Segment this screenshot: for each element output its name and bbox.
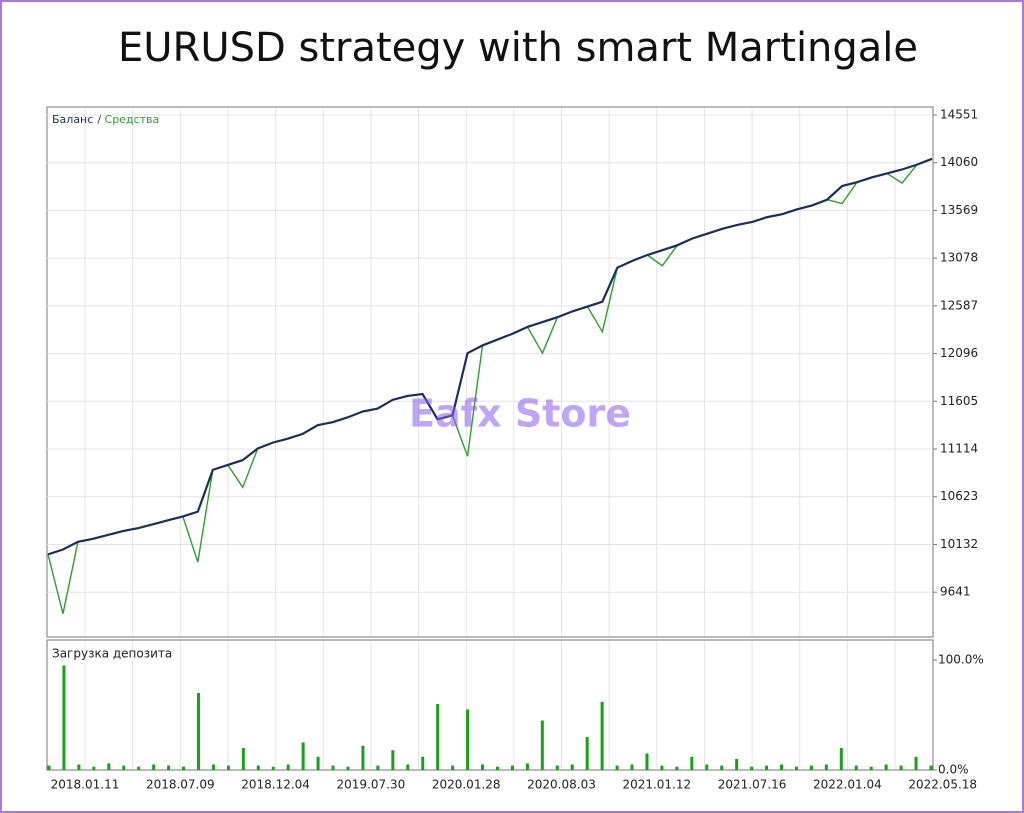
bar [720,765,724,770]
bar [750,766,754,770]
x-tick-label: 2021.01.12 [622,778,691,792]
panel-title: Загрузка депозита [52,647,172,661]
bar [107,763,111,770]
bar [570,764,574,770]
bar [839,748,843,770]
bar [510,765,514,770]
y-tick-label: 11605 [940,394,978,408]
bar [645,753,649,770]
legend: Баланс / Средства [52,113,159,126]
legend-entry: Баланс [52,113,93,126]
bar [765,765,769,770]
watermark: Eafx Store [409,392,631,436]
chart-title: EURUSD strategy with smart Martingale [118,25,918,71]
y-tick-label: 13078 [940,251,978,265]
bar [854,765,858,770]
bar [137,766,141,770]
y-tick-label: 14060 [940,155,978,169]
y-tick-label: 10132 [940,537,978,551]
bar [630,764,634,770]
bar [196,693,200,770]
bar [316,756,320,770]
y-tick-label: 12587 [940,298,978,312]
bar [914,756,918,770]
legend-entry: Средства [105,113,160,126]
bar [929,765,933,770]
y-tick-label: 14551 [940,107,978,121]
bar [301,742,305,770]
bar [600,701,604,770]
bar [62,665,66,770]
bar [182,766,186,770]
bar [884,764,888,770]
load-plot-frame [46,639,934,771]
bar [735,759,739,770]
legend-separator: / [97,113,104,126]
bar [346,766,350,770]
bar [794,766,798,770]
bar [615,765,619,770]
bar [525,763,529,770]
y-tick-label: 13569 [940,203,978,217]
bar [331,765,335,770]
bar [391,750,395,770]
bar [436,704,440,770]
bar [824,764,828,770]
bar [271,766,275,770]
bar [555,765,559,770]
bar [256,765,260,770]
y-tick-label: 11114 [940,442,978,456]
y-tick-label: 100.0% [938,653,984,667]
bar [376,765,380,770]
bar [167,765,171,770]
bar [660,765,664,770]
y-tick-label: 12096 [940,346,978,360]
series-line [47,157,933,556]
x-tick-label: 2020.08.03 [527,778,596,792]
bar [540,720,544,770]
bar [466,709,470,770]
bar [47,765,51,770]
bar [705,764,709,770]
main-plot-frame [46,106,934,638]
bar [211,764,215,770]
bar [226,765,230,770]
bar [899,765,903,770]
bar [780,764,784,770]
bar [77,764,81,770]
bar [152,764,156,770]
bar [241,748,245,770]
bar [869,766,873,770]
y-tick-label: 9641 [940,585,971,599]
x-tick-label: 2022.01.04 [813,778,882,792]
y-tick-label: 10623 [940,489,978,503]
x-tick-label: 2022.05.18 [908,778,977,792]
bar [495,766,499,770]
bar [451,765,455,770]
bar [286,764,290,770]
bar [122,765,126,770]
bar [481,764,485,770]
bar [675,766,679,770]
bar [361,745,365,770]
bar [585,737,589,770]
bar [421,756,425,770]
bar [92,766,96,770]
y-tick-label: 0.0% [938,763,969,777]
bar [690,756,694,770]
x-tick-label: 2020.01.28 [432,778,501,792]
x-tick-label: 2019.07.30 [337,778,406,792]
x-tick-label: 2018.01.11 [51,778,120,792]
bar [406,764,410,770]
x-tick-label: 2018.12.04 [241,778,310,792]
bar [809,765,813,770]
x-tick-label: 2018.07.09 [146,778,215,792]
x-tick-label: 2021.07.16 [718,778,787,792]
